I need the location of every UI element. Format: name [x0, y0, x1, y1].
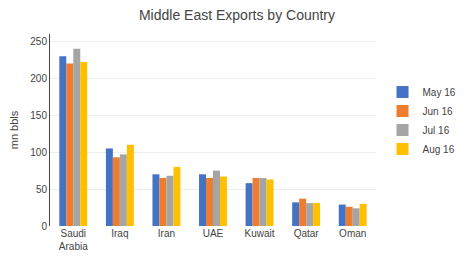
- svg-text:200: 200: [30, 73, 47, 84]
- svg-text:Iraq: Iraq: [111, 228, 128, 239]
- svg-text:Middle East Exports by Country: Middle East Exports by Country: [139, 7, 335, 23]
- svg-text:mn bbls: mn bbls: [8, 110, 20, 149]
- svg-text:May 16: May 16: [423, 87, 456, 98]
- svg-text:150: 150: [30, 110, 47, 121]
- svg-text:Iran: Iran: [158, 228, 175, 239]
- svg-text:100: 100: [30, 147, 47, 158]
- svg-text:Oman: Oman: [339, 228, 366, 239]
- svg-text:Jul 16: Jul 16: [423, 125, 450, 136]
- svg-text:Qatar: Qatar: [294, 228, 320, 239]
- svg-text:250: 250: [30, 36, 47, 47]
- svg-text:0: 0: [41, 221, 47, 232]
- svg-text:Kuwait: Kuwait: [245, 228, 275, 239]
- svg-text:UAE: UAE: [203, 228, 224, 239]
- svg-text:Aug 16: Aug 16: [423, 144, 455, 155]
- svg-text:SaudiArabia: SaudiArabia: [59, 228, 88, 252]
- svg-text:Jun 16: Jun 16: [423, 106, 453, 117]
- svg-text:50: 50: [36, 184, 48, 195]
